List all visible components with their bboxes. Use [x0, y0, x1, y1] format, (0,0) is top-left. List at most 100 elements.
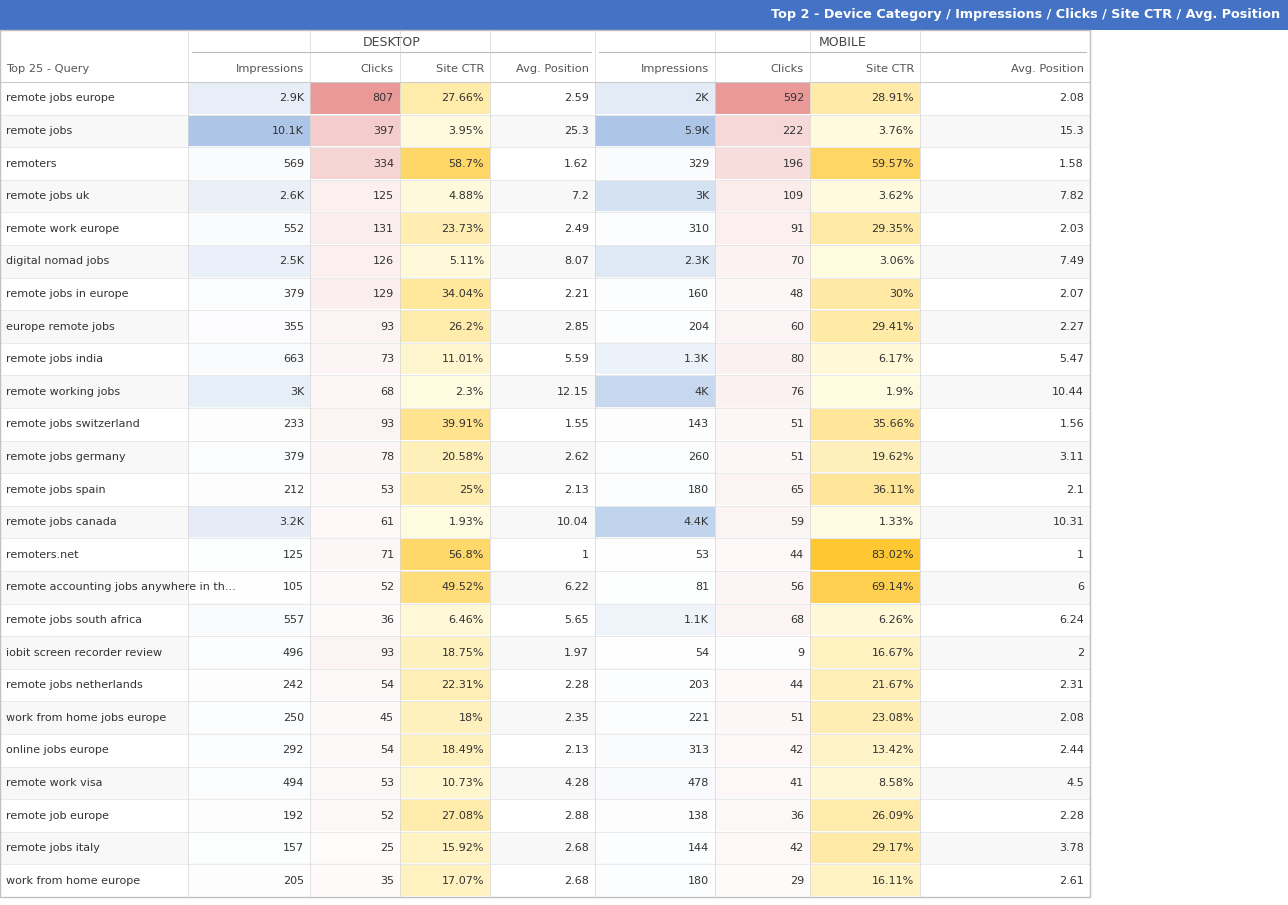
- Text: remote jobs canada: remote jobs canada: [6, 517, 117, 527]
- Text: 6.26%: 6.26%: [878, 614, 914, 624]
- Text: 69.14%: 69.14%: [872, 582, 914, 592]
- Text: 93: 93: [380, 647, 394, 658]
- Text: 4.88%: 4.88%: [448, 191, 484, 201]
- Text: 1.62: 1.62: [564, 158, 589, 168]
- Bar: [595, 246, 715, 277]
- Text: 126: 126: [372, 256, 394, 266]
- Text: 496: 496: [283, 647, 304, 658]
- Bar: [188, 376, 310, 407]
- Text: Site CTR: Site CTR: [435, 64, 484, 74]
- Text: 30%: 30%: [890, 289, 914, 299]
- Bar: [715, 767, 810, 798]
- Bar: [0, 864, 1090, 897]
- Text: 5.11%: 5.11%: [448, 256, 484, 266]
- Text: 2.13: 2.13: [564, 746, 589, 756]
- Text: remote jobs netherlands: remote jobs netherlands: [6, 680, 143, 691]
- Text: 10.73%: 10.73%: [442, 778, 484, 788]
- Bar: [715, 83, 810, 114]
- Bar: [0, 571, 1090, 604]
- Text: 58.7%: 58.7%: [448, 158, 484, 168]
- Text: 2.3%: 2.3%: [456, 386, 484, 396]
- Text: Impressions: Impressions: [640, 64, 708, 74]
- Text: 17.07%: 17.07%: [442, 876, 484, 886]
- Text: europe remote jobs: europe remote jobs: [6, 321, 115, 331]
- Bar: [401, 572, 489, 603]
- Text: 29.41%: 29.41%: [872, 321, 914, 331]
- Bar: [810, 572, 920, 603]
- Text: 222: 222: [783, 126, 804, 136]
- Text: 18.49%: 18.49%: [442, 746, 484, 756]
- Text: 1.58: 1.58: [1059, 158, 1084, 168]
- Text: 138: 138: [688, 811, 708, 821]
- Text: 3.95%: 3.95%: [448, 126, 484, 136]
- Text: 1.56: 1.56: [1059, 419, 1084, 429]
- Bar: [310, 409, 401, 440]
- Text: 3.62%: 3.62%: [878, 191, 914, 201]
- Text: 29.35%: 29.35%: [872, 224, 914, 233]
- Text: 2.08: 2.08: [1059, 93, 1084, 103]
- Text: 4.4K: 4.4K: [684, 517, 708, 527]
- Text: 2.03: 2.03: [1059, 224, 1084, 233]
- Bar: [810, 637, 920, 668]
- Text: 3.11: 3.11: [1059, 452, 1084, 462]
- Text: DESKTOP: DESKTOP: [363, 36, 420, 50]
- Text: 180: 180: [688, 484, 708, 494]
- Bar: [715, 409, 810, 440]
- Text: 23.08%: 23.08%: [872, 713, 914, 723]
- Bar: [810, 605, 920, 635]
- Text: 105: 105: [283, 582, 304, 592]
- Bar: [0, 30, 1090, 897]
- Bar: [188, 442, 310, 472]
- Bar: [188, 670, 310, 700]
- Bar: [401, 148, 489, 179]
- Text: 2.07: 2.07: [1059, 289, 1084, 299]
- Text: 34.04%: 34.04%: [442, 289, 484, 299]
- Bar: [310, 865, 401, 896]
- Bar: [401, 409, 489, 440]
- Text: 73: 73: [380, 354, 394, 364]
- Text: 313: 313: [688, 746, 708, 756]
- Text: 2.44: 2.44: [1059, 746, 1084, 756]
- Text: 28.91%: 28.91%: [872, 93, 914, 103]
- Text: 204: 204: [688, 321, 708, 331]
- Bar: [310, 279, 401, 310]
- Text: 196: 196: [783, 158, 804, 168]
- Text: 25: 25: [380, 843, 394, 853]
- Bar: [401, 865, 489, 896]
- Text: 56: 56: [790, 582, 804, 592]
- Bar: [0, 538, 1090, 571]
- Text: 51: 51: [790, 452, 804, 462]
- Text: 6.46%: 6.46%: [448, 614, 484, 624]
- Bar: [715, 702, 810, 733]
- Bar: [401, 311, 489, 342]
- Bar: [188, 214, 310, 244]
- Text: 53: 53: [380, 484, 394, 494]
- Bar: [188, 702, 310, 733]
- Bar: [401, 376, 489, 407]
- Bar: [715, 800, 810, 831]
- Text: remote jobs europe: remote jobs europe: [6, 93, 115, 103]
- Bar: [595, 865, 715, 896]
- Text: Impressions: Impressions: [236, 64, 304, 74]
- Bar: [401, 833, 489, 863]
- Text: 35: 35: [380, 876, 394, 886]
- Bar: [810, 539, 920, 570]
- Text: 20.58%: 20.58%: [442, 452, 484, 462]
- Bar: [401, 670, 489, 700]
- Bar: [595, 148, 715, 179]
- Bar: [310, 246, 401, 277]
- Text: 379: 379: [283, 289, 304, 299]
- Bar: [715, 637, 810, 668]
- Text: 310: 310: [688, 224, 708, 233]
- Text: 125: 125: [283, 549, 304, 559]
- Text: 7.2: 7.2: [571, 191, 589, 201]
- Bar: [188, 148, 310, 179]
- Bar: [401, 800, 489, 831]
- Bar: [310, 735, 401, 766]
- Bar: [188, 246, 310, 277]
- Text: MOBILE: MOBILE: [819, 36, 867, 50]
- Bar: [310, 442, 401, 472]
- Bar: [310, 702, 401, 733]
- Bar: [810, 409, 920, 440]
- Text: 3.2K: 3.2K: [279, 517, 304, 527]
